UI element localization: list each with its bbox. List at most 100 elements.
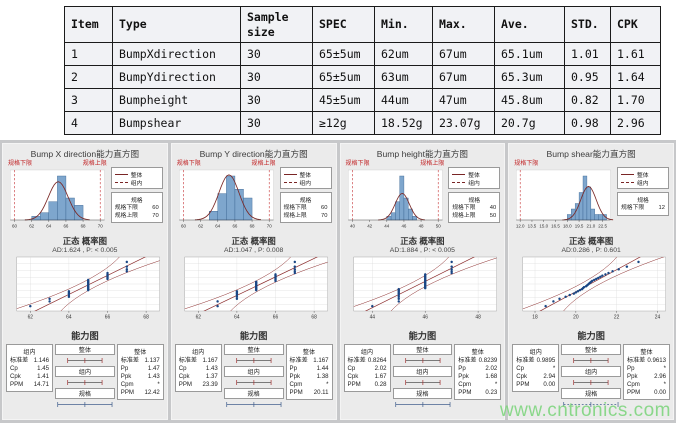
lsl-label: 规格下限	[514, 161, 539, 167]
within-stats-box: 组内 标准差 0.9895 Cp * Cpk 2.94 PPM 0.00	[512, 344, 560, 392]
dashed-line-sample	[114, 181, 128, 183]
spec-limit-lines	[183, 170, 270, 220]
table-cell: 65±5um	[312, 42, 375, 66]
stat-value: 20.11	[313, 388, 329, 396]
svg-text:19.5: 19.5	[575, 223, 584, 228]
legend-entry-label: 组内	[130, 180, 143, 187]
watermark: www.cntronics.com	[499, 400, 671, 421]
histogram-svg: 12.0 13.5 15.0 16.5 18.0 19.5 21.0 22.5	[516, 169, 614, 229]
stat-value: 2.02	[374, 364, 387, 372]
within-stats-box: 组内 标准差 1.167 Cp 1.43 Cpk 1.37 PPM 23.39	[174, 344, 222, 392]
x-axis-ticks: 60 62 64 66 68 70	[12, 220, 103, 229]
table-cell: 0.98	[564, 111, 611, 135]
svg-text:62: 62	[198, 223, 203, 228]
table-cell: 47um	[432, 88, 495, 112]
stat-key: Cpm	[289, 380, 303, 388]
spec-legend-box: 规格 规格下限 40 规格上限 50	[448, 192, 501, 224]
stat-row: Cpm *	[627, 381, 666, 389]
stat-value: 2.96	[654, 372, 666, 380]
spec-key: 规格上限	[114, 212, 138, 219]
stats-box-header: 整体	[471, 349, 484, 356]
table-cell: 30	[240, 42, 313, 66]
solid-line-sample	[114, 173, 128, 175]
stat-value: *	[663, 380, 666, 388]
stat-value: 1.137	[144, 357, 160, 364]
histogram-plot: 规格下限 规格上限 40 42 44 46 48 50	[343, 160, 446, 232]
interval-plot	[226, 402, 282, 407]
stat-value: 1.44	[316, 364, 329, 372]
ad-statistic: AD:1.047 , P: 0.008	[223, 247, 284, 254]
legend-entry-label: 整体	[637, 172, 649, 179]
probability-plot-title: 正态 概率图	[400, 236, 445, 246]
spec-legend-box: 规格 规格下限 60 规格上限 70	[279, 192, 332, 224]
svg-text:13.5: 13.5	[528, 223, 537, 228]
usl-label: 规格上限	[82, 161, 107, 167]
normal-curve	[562, 185, 614, 221]
interval-label-spec: 规格	[223, 388, 284, 399]
stat-key: PPM	[10, 380, 24, 388]
stat-key: PPM	[627, 388, 641, 396]
capability-section: 能力图 组内 标准差 0.8264 Cp 2.02 Cpk 1.67 PPM 0.28 整体 组内 规格…	[343, 325, 503, 412]
line-legend-box: 整体 组内	[617, 167, 669, 189]
stat-value: 1.146	[33, 357, 49, 364]
stats-box-header: 整体	[640, 349, 653, 356]
stat-key: 标准差	[10, 357, 29, 364]
data-points	[544, 260, 640, 308]
table-row: 2 BumpYdirection 30 65±5um 63um 67um 65.3um 0.9…	[64, 65, 661, 89]
confidence-band	[185, 257, 292, 310]
stat-key: 标准差	[347, 357, 366, 364]
normal-curve	[377, 192, 425, 221]
stat-key: 标准差	[178, 357, 198, 364]
spec-legend-row: 规格下限 60	[284, 205, 328, 213]
svg-text:68: 68	[143, 314, 149, 320]
interval-label-overall: 整体	[223, 344, 284, 355]
legend-entry: 组内	[452, 178, 496, 187]
spec-limit-labels: 规格下限 规格上限	[345, 160, 446, 168]
table-cell: 1.70	[610, 88, 661, 112]
stat-value: *	[494, 380, 498, 388]
spec-legend-row: 规格下限 40	[452, 205, 496, 213]
stat-row: PPM 23.39	[179, 381, 218, 389]
stat-row: Pp 2.02	[458, 365, 497, 373]
charts-region: Bump X direction能力直方图 规格下限 规格上限 60 62 64 66 68 7…	[0, 140, 676, 423]
spec-legend-row: 规格下限 60	[115, 205, 159, 213]
capability-content: 组内 标准差 0.8264 Cp 2.02 Cpk 1.67 PPM 0.28 整体 组内 规格 整体标…	[343, 344, 503, 412]
stat-value: 1.67	[374, 372, 387, 380]
svg-text:64: 64	[215, 223, 220, 228]
spec-value: 70	[152, 212, 159, 219]
overall-stats-box: 整体 标准差 1.167 Pp 1.44 Ppk 1.38 Cpm * PPM 20.11	[285, 344, 333, 400]
table-cell: 0.82	[564, 88, 611, 112]
table-cell: 67um	[432, 42, 495, 66]
table-cell: 4	[64, 111, 113, 135]
probability-plot-section: 正态 概率图 AD:0.286 , P: 0.601 18 20 22 24	[511, 232, 671, 325]
dashed-line-sample	[621, 181, 634, 183]
stat-value: 0.28	[374, 380, 387, 388]
stats-box-header: 组内	[529, 349, 542, 356]
interval-plot	[67, 358, 103, 363]
overall-stats-box: 整体 标准差 1.137 Pp 1.47 Ppk 1.43 Cpm * PPM 12.42	[116, 344, 164, 400]
stat-row: 标准差 0.8264	[348, 357, 387, 365]
legend-entry: 整体	[452, 170, 496, 179]
interval-plot	[573, 380, 609, 385]
stat-row: PPM 12.42	[121, 389, 160, 397]
legend-entry: 组内	[114, 178, 159, 187]
dashed-line-sample	[283, 181, 297, 183]
stat-row: PPM 14.71	[10, 381, 49, 389]
histogram-plot: 规格下限 规格上限 60 62 64 66 68 70	[174, 160, 277, 232]
line-legend-box: 整体 组内	[110, 167, 163, 189]
probability-plot-svg: 44 46 48	[353, 256, 497, 321]
stat-row: Cp 1.43	[179, 365, 218, 373]
stat-key: Cpm	[627, 380, 640, 388]
stat-key: Cpm	[458, 380, 472, 388]
confidence-band	[230, 261, 328, 311]
spec-value: 70	[321, 212, 328, 219]
table-cell: 30	[240, 111, 313, 135]
stat-key: PPM	[120, 388, 134, 396]
stat-value: 1.167	[202, 357, 218, 364]
svg-text:22.5: 22.5	[599, 223, 608, 228]
stat-row: Cpk 1.67	[348, 373, 387, 381]
confidence-band	[522, 257, 617, 310]
table-row: 4 Bumpshear 30 ≥12g 18.52g 23.07g 20.7g 0.98 2.9…	[64, 111, 661, 135]
spec-legend-header: 规格	[637, 198, 649, 204]
